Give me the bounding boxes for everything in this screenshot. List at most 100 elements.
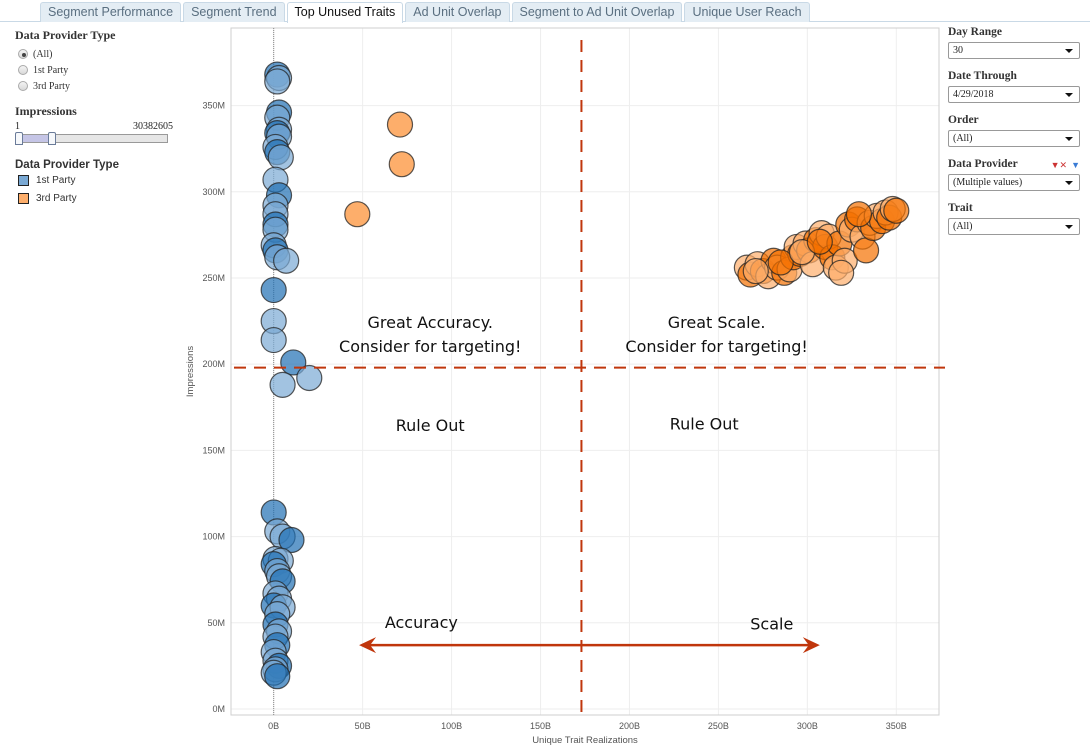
point-1st-party <box>260 326 287 354</box>
arrow-head-left <box>359 637 377 654</box>
impressions-range-labels: 1 30382605 <box>15 121 173 132</box>
filter-menu-icon[interactable]: ▼ <box>1071 160 1080 170</box>
impressions-max-label: 30382605 <box>133 121 173 132</box>
legend-item-3rd-party[interactable]: 3rd Party <box>15 189 185 207</box>
x-tick-label: 0B <box>268 721 279 731</box>
slider-min-handle[interactable] <box>15 132 23 145</box>
caret-down-icon <box>1065 137 1073 141</box>
point-3rd-party <box>767 249 794 276</box>
radio-option-all[interactable]: (All) <box>15 46 185 62</box>
filter-label: Date Through <box>948 70 1017 82</box>
impressions-filter-title: Impressions <box>15 104 77 118</box>
y-axis-title: Impressions <box>185 346 196 397</box>
point-1st-party <box>264 663 291 690</box>
arrow-head-right <box>802 637 820 654</box>
filter-data-provider: Data Provider ▼✕ ▼ (Multiple values) <box>948 158 1082 191</box>
filter-controls: ▼✕ ▼ <box>1051 160 1080 171</box>
tab-segment-performance[interactable]: Segment Performance <box>40 2 182 22</box>
annotation-text: Accuracy <box>385 613 458 632</box>
tab-segment-trend[interactable]: Segment Trend <box>183 2 285 22</box>
x-tick-label: 300B <box>797 721 818 731</box>
point-1st-party <box>269 371 296 398</box>
radio-button[interactable] <box>18 65 28 75</box>
trait-dropdown[interactable]: (All) <box>948 218 1080 235</box>
point-3rd-party <box>388 151 415 178</box>
filter-order: Order (All) <box>948 114 1082 147</box>
annotation-text: Consider for targeting! <box>625 337 807 356</box>
point-3rd-party <box>845 201 873 228</box>
tab-unique-user-reach[interactable]: Unique User Reach <box>684 2 810 22</box>
caret-down-icon <box>1065 49 1073 53</box>
tab-top-unused-traits[interactable]: Top Unused Traits <box>286 2 404 23</box>
order-dropdown[interactable]: (All) <box>948 130 1080 147</box>
impressions-min-label: 1 <box>15 121 20 132</box>
provider-type-filter-title: Data Provider Type <box>15 28 116 42</box>
x-tick-label: 100B <box>441 721 462 731</box>
dropdown-value: 4/29/2018 <box>953 89 994 100</box>
y-tick-label: 350M <box>202 101 225 111</box>
point-1st-party <box>278 526 305 554</box>
left-filter-panel: Data Provider Type (All) 1st Party 3rd P… <box>15 26 185 207</box>
y-tick-label: 50M <box>207 618 225 628</box>
quadrant-annotations: Great Accuracy. Consider for targeting! Gr… <box>339 313 808 634</box>
x-tick-label: 50B <box>355 721 371 731</box>
radio-button[interactable] <box>18 81 28 91</box>
annotation-text: Rule Out <box>396 416 465 435</box>
caret-down-icon <box>1065 181 1073 185</box>
plot-frame <box>230 27 940 716</box>
y-tick-label: 0M <box>212 704 225 714</box>
legend-label: 1st Party <box>36 174 76 186</box>
legend-item-1st-party[interactable]: 1st Party <box>15 171 185 189</box>
point-1st-party <box>267 144 294 171</box>
accuracy-scale-arrow <box>359 637 820 654</box>
grid-lines <box>231 28 939 715</box>
right-filter-panel: Day Range 30 Date Through 4/29/2018 Orde… <box>948 26 1082 246</box>
filter-label: Day Range <box>948 26 1002 38</box>
date-through-dropdown[interactable]: 4/29/2018 <box>948 86 1080 103</box>
dropdown-value: (All) <box>953 221 973 232</box>
x-axis-title: Unique Trait Realizations <box>532 735 638 746</box>
annotation-text: Great Accuracy. <box>367 313 492 332</box>
y-tick-label: 100M <box>202 532 225 542</box>
radio-option-1st-party[interactable]: 1st Party <box>15 62 185 78</box>
x-tick-label: 200B <box>619 721 640 731</box>
dropdown-value: 30 <box>953 45 963 56</box>
radio-button[interactable] <box>18 49 28 59</box>
clear-filter-icon[interactable]: ▼✕ <box>1050 160 1068 170</box>
annotation-text: Consider for targeting! <box>339 337 521 356</box>
point-3rd-party <box>828 259 855 286</box>
filter-label: Data Provider <box>948 158 1018 170</box>
point-3rd-party <box>344 201 371 228</box>
day-range-dropdown[interactable]: 30 <box>948 42 1080 59</box>
radio-label: 3rd Party <box>33 80 70 92</box>
point-3rd-party <box>742 257 769 285</box>
tab-segment-to-ad-unit-overlap[interactable]: Segment to Ad Unit Overlap <box>511 2 683 22</box>
x-tick-label: 350B <box>886 721 907 731</box>
tab-ad-unit-overlap[interactable]: Ad Unit Overlap <box>405 2 510 22</box>
dropdown-value: (All) <box>953 133 973 144</box>
filter-day-range: Day Range 30 <box>948 26 1082 59</box>
x-tick-label: 250B <box>708 721 729 731</box>
filter-label: Order <box>948 114 979 126</box>
filter-trait: Trait (All) <box>948 202 1082 235</box>
data-provider-dropdown[interactable]: (Multiple values) <box>948 174 1080 191</box>
annotation-text: Scale <box>750 614 793 633</box>
point-3rd-party <box>386 111 414 138</box>
annotation-text: Rule Out <box>670 415 739 434</box>
tabs: Segment Performance Segment Trend Top Un… <box>40 2 810 23</box>
point-1st-party <box>260 276 287 304</box>
legend-title: Data Provider Type <box>15 159 119 171</box>
annotation-text: Great Scale. <box>668 313 766 332</box>
x-axis-ticks: 0B 50B 100B 150B 200B 250B 300B 350B <box>268 721 907 731</box>
radio-option-3rd-party[interactable]: 3rd Party <box>15 78 185 94</box>
slider-max-handle[interactable] <box>48 132 56 145</box>
impressions-range-slider[interactable] <box>15 132 168 145</box>
point-1st-party <box>273 247 300 274</box>
slider-range-fill <box>19 135 52 142</box>
point-1st-party <box>280 349 307 376</box>
y-tick-label: 250M <box>202 273 225 283</box>
tab-bar: Segment Performance Segment Trend Top Un… <box>0 0 1090 23</box>
point-3rd-party <box>806 228 833 255</box>
legend-swatch-1st-party <box>18 174 29 186</box>
